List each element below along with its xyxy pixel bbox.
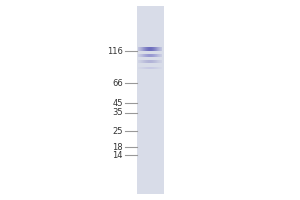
- Text: 66: 66: [112, 78, 123, 88]
- Text: 45: 45: [112, 98, 123, 108]
- Text: 35: 35: [112, 108, 123, 117]
- Bar: [136, 6, 164, 194]
- Text: 25: 25: [112, 127, 123, 136]
- Text: 14: 14: [112, 151, 123, 160]
- Text: 18: 18: [112, 142, 123, 152]
- Text: 116: 116: [107, 46, 123, 55]
